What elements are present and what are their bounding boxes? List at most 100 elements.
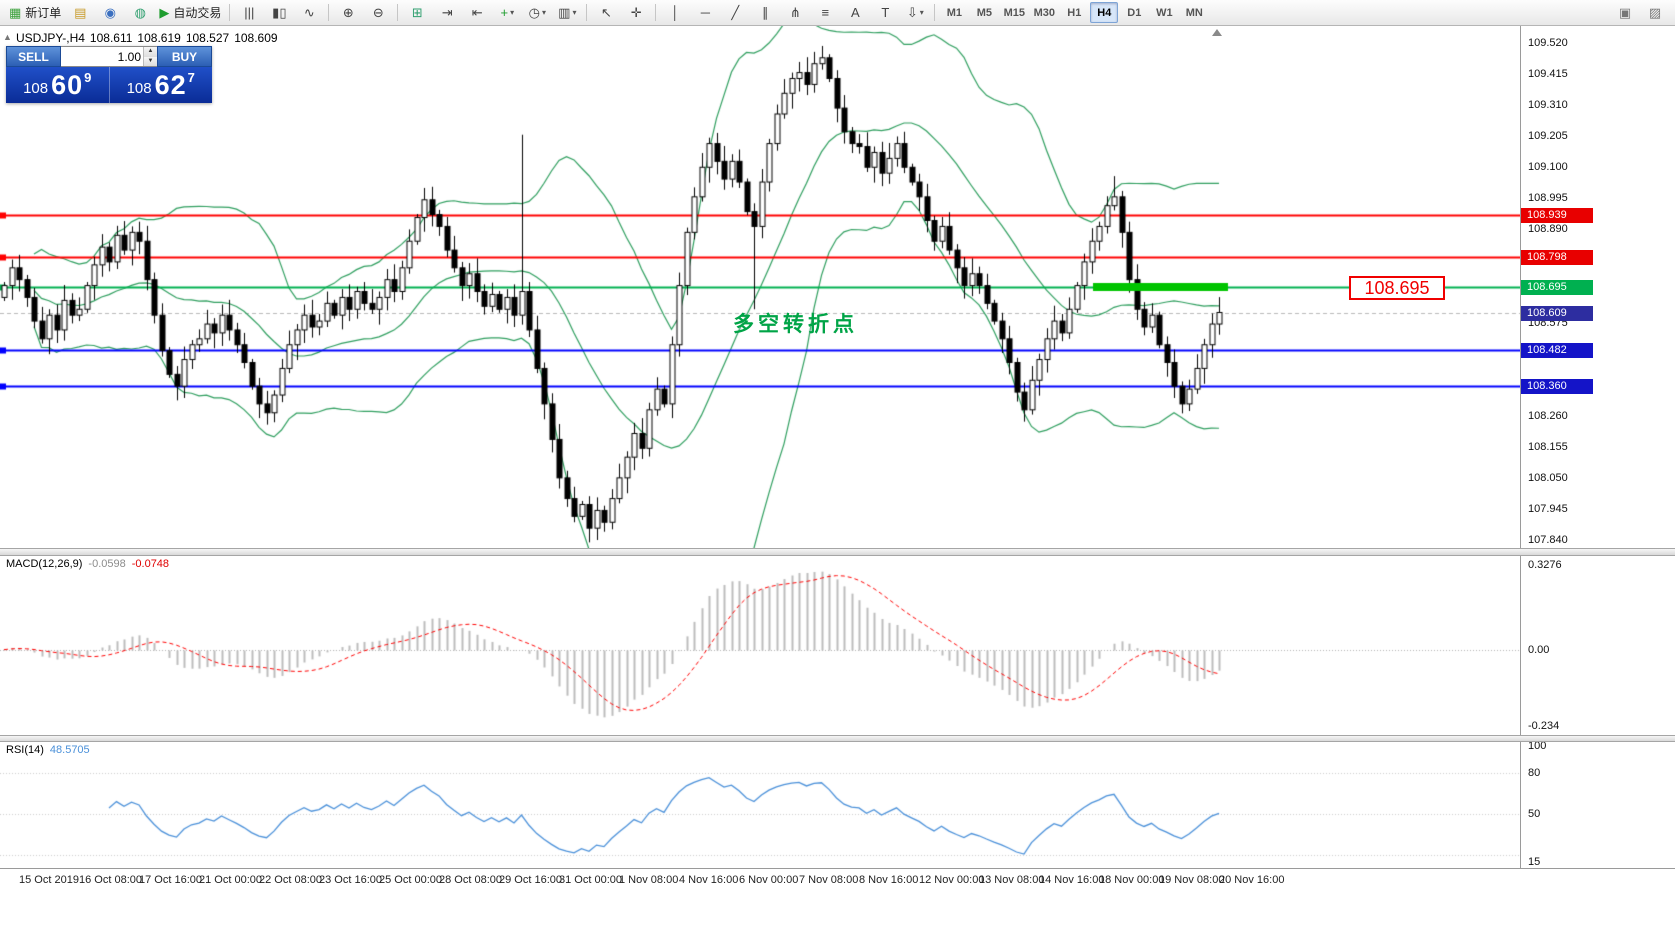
cursor-icon: ↖ xyxy=(600,4,612,20)
volume-stepper: ▲ ▼ xyxy=(143,47,157,66)
auto-scroll-icon: ⇥ xyxy=(441,4,453,20)
auto-scroll-icon[interactable]: ⇥ xyxy=(432,1,462,24)
price-chart-canvas[interactable] xyxy=(0,26,1520,548)
volume-up-icon[interactable]: ▲ xyxy=(144,47,157,57)
chart-text-annotation[interactable]: 多空转折点 xyxy=(733,313,858,336)
price-axis-label: 108.995 xyxy=(1528,192,1568,205)
panel-splitter[interactable] xyxy=(0,735,1675,742)
line-chart-type-icon: ∿ xyxy=(303,4,315,20)
profile-icon[interactable]: ◉ xyxy=(95,1,125,24)
chevron-down-icon: ▾ xyxy=(510,8,515,17)
label-icon: T xyxy=(881,5,890,20)
zoom-in-icon[interactable]: ⊕ xyxy=(333,1,363,24)
candlestick-type-icon[interactable]: ▮▯ xyxy=(264,1,294,24)
timeframe-button-h4[interactable]: H4 xyxy=(1090,2,1119,23)
time-axis-label: 14 Nov 16:00 xyxy=(1039,874,1105,886)
timeframe-button-w1[interactable]: W1 xyxy=(1156,6,1173,19)
candlestick-type-icon: ▮▯ xyxy=(272,4,287,20)
toolbar-extra-icon-a[interactable]: ▣ xyxy=(1618,4,1632,20)
toolbar-separator xyxy=(328,4,330,21)
timeframe-button-m1[interactable]: M1 xyxy=(946,6,962,19)
rsi-canvas[interactable] xyxy=(0,742,1520,868)
volume-field: ▲ ▼ xyxy=(61,46,157,67)
charts-grid-icon[interactable]: ▤ xyxy=(65,1,95,24)
rsi-value: 48.5705 xyxy=(49,744,90,756)
sell-price[interactable]: 108 60 9 xyxy=(6,67,109,103)
buy-button[interactable]: BUY xyxy=(157,46,212,67)
toolbar-separator xyxy=(397,4,399,21)
timeframe-button-mn[interactable]: MN xyxy=(1185,6,1203,19)
rsi-axis-label: 80 xyxy=(1528,767,1541,780)
fibonacci-icon[interactable]: ≡ xyxy=(810,1,840,24)
chart-window: ▲ USDJPY-,H4 108.611 108.619 108.527 108.609… xyxy=(0,26,1675,548)
line-chart-type-icon[interactable]: ∿ xyxy=(294,1,324,24)
toolbar-extra-icon-b[interactable]: ▨ xyxy=(1648,4,1662,20)
panel-splitter[interactable] xyxy=(0,548,1675,556)
macd-axis-min: -0.234 xyxy=(1528,720,1560,732)
periods-button[interactable]: ◷ ▾ xyxy=(522,1,552,24)
pitchfork-icon[interactable]: ⋔ xyxy=(780,1,810,24)
chart-title: USDJPY-,H4 108.611 108.619 108.527 108.609 xyxy=(16,31,283,45)
price-callout-label[interactable]: 108.695 xyxy=(1349,276,1445,300)
bar-chart-type-icon: ||| xyxy=(244,5,255,20)
vertical-line-icon[interactable]: │ xyxy=(660,1,690,24)
autotrading-button: ▶ xyxy=(159,4,170,20)
autotrading-button[interactable]: ▶ 自动交易 xyxy=(155,1,225,24)
time-axis[interactable]: 15 Oct 2019 16 Oct 08:00 17 Oct 16:00 21 Oc… xyxy=(0,868,1675,893)
macd-canvas[interactable] xyxy=(0,556,1520,735)
refresh-icon[interactable]: ◍ xyxy=(125,1,155,24)
new-order-button[interactable]: ▦ 新订单 xyxy=(5,1,65,24)
price-tag: 108.695 xyxy=(1521,280,1593,296)
chart-shift-icon[interactable]: ⇤ xyxy=(462,1,492,24)
timeframe-button-d1[interactable]: D1 xyxy=(1127,6,1142,19)
cursor-icon[interactable]: ↖ xyxy=(591,1,621,24)
timeframe-button-m15[interactable]: M15 xyxy=(1003,6,1026,19)
volume-down-icon[interactable]: ▼ xyxy=(144,56,157,66)
price-axis-label: 109.415 xyxy=(1528,68,1568,81)
price-axis-label: 108.260 xyxy=(1528,409,1568,422)
bar-chart-type-icon[interactable]: ||| xyxy=(234,1,264,24)
chevron-down-icon: ▾ xyxy=(919,8,924,17)
volume-input[interactable] xyxy=(61,47,143,66)
tile-windows-icon[interactable]: ⊞ xyxy=(402,1,432,24)
buy-price[interactable]: 108 62 7 xyxy=(110,67,213,103)
label-icon[interactable]: T xyxy=(870,1,900,24)
profile-icon: ◉ xyxy=(104,4,116,20)
time-axis-label: 25 Oct 00:00 xyxy=(379,874,442,886)
trendline-icon[interactable]: ╱ xyxy=(720,1,750,24)
timeframe-button-m30[interactable]: M30 xyxy=(1033,6,1056,19)
time-axis-label: 15 Oct 2019 xyxy=(19,874,79,886)
toolbar-separator xyxy=(655,4,657,21)
sell-button[interactable]: SELL xyxy=(6,46,61,67)
text-icon[interactable]: A xyxy=(840,1,870,24)
price-divider xyxy=(108,67,110,103)
arrows-tool-icon[interactable]: ⇩ ▾ xyxy=(900,1,930,24)
templates-button[interactable]: ▥ ▾ xyxy=(552,1,582,24)
chart-shift-marker[interactable] xyxy=(1212,29,1222,36)
rsi-panel: RSI(14) 48.5705 100 80 50 15 xyxy=(0,740,1675,868)
indicators-button[interactable]: + ▾ xyxy=(492,1,522,24)
rsi-name: RSI(14) xyxy=(6,744,44,756)
price-axis-label: 108.890 xyxy=(1528,223,1568,236)
zoom-out-icon[interactable]: ⊖ xyxy=(363,1,393,24)
sell-price-prefix: 108 xyxy=(23,79,49,97)
timeframe-button-h1[interactable]: H1 xyxy=(1067,6,1082,19)
price-axis-label: 109.310 xyxy=(1528,99,1568,112)
channel-icon[interactable]: ∥ xyxy=(750,1,780,24)
horizontal-line-icon[interactable]: ─ xyxy=(690,1,720,24)
chart-symbol-period: USDJPY-,H4 xyxy=(16,31,85,45)
time-axis-label: 13 Nov 08:00 xyxy=(979,874,1045,886)
chart-shift-icon: ⇤ xyxy=(471,4,483,20)
zoom-out-icon: ⊖ xyxy=(372,4,384,20)
channel-icon: ∥ xyxy=(762,4,769,20)
timeframe-button-m5[interactable]: M5 xyxy=(976,6,992,19)
crosshair-icon[interactable]: ✛ xyxy=(621,1,651,24)
text-icon: A xyxy=(850,5,860,20)
arrows-tool-icon: ⇩ xyxy=(906,4,918,20)
time-axis-label: 28 Oct 08:00 xyxy=(439,874,502,886)
rsi-axis-label: 15 xyxy=(1528,856,1541,868)
vertical-line-icon: │ xyxy=(671,5,680,20)
price-axis-label: 109.205 xyxy=(1528,130,1568,143)
time-axis-label: 16 Oct 08:00 xyxy=(79,874,142,886)
trade-panel-collapse-icon[interactable]: ▲ xyxy=(3,32,12,42)
